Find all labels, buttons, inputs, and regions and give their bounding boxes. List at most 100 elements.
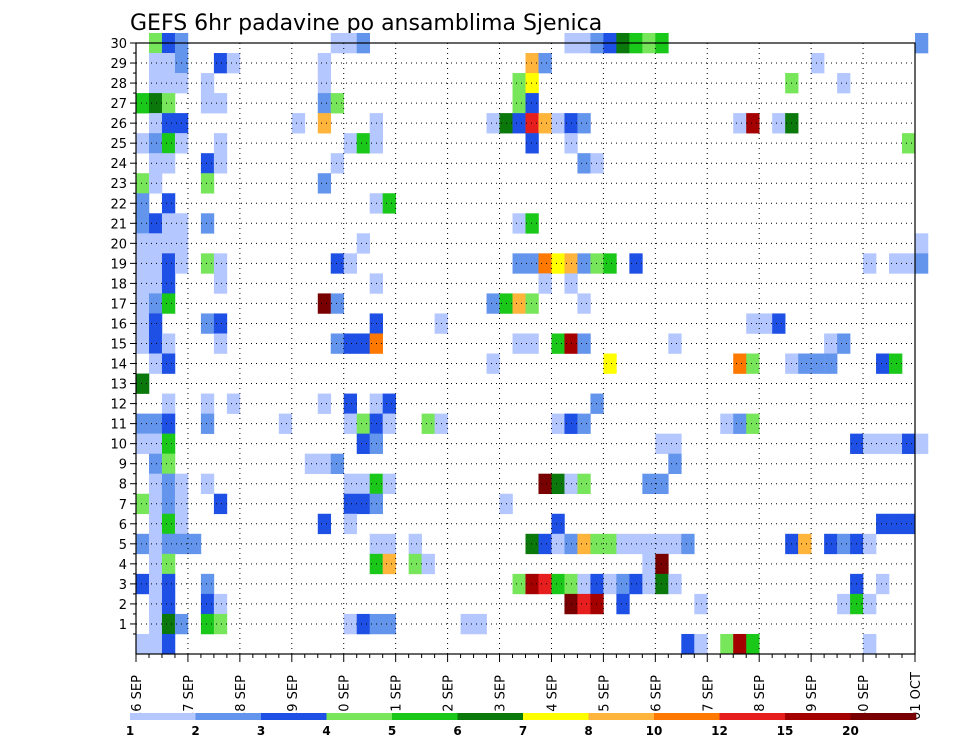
heatmap-cell [408,533,422,555]
heatmap-cell [382,553,396,575]
heatmap-cell [213,93,228,114]
heatmap-cell [136,573,150,595]
heatmap-cell [356,613,370,635]
heatmap-cell [136,133,150,154]
y-tick-label: 16 [110,317,127,332]
grid-lines [136,42,915,654]
heatmap-cell [525,333,539,354]
heatmap-cell [603,573,617,595]
heatmap-cell [512,213,526,234]
heatmap-cell [136,193,150,214]
heatmap-cell [161,273,176,294]
heatmap-cell [642,533,656,555]
heatmap-cell [538,113,552,134]
heatmap-cell [136,493,150,515]
heatmap-cell [876,353,890,374]
heatmap-cell [642,573,656,595]
colorbar-swatch [850,713,917,720]
heatmap-cell [148,313,163,334]
heatmap-cell [291,113,306,134]
heatmap-cell [512,333,526,354]
colorbar-swatch [261,713,327,720]
y-tick-label: 13 [110,378,127,393]
x-tick-label: 20 SEP [338,675,353,720]
heatmap-cell [330,293,345,314]
heatmap-cell [161,53,176,74]
heatmap-cell [136,173,150,194]
heatmap-cell [148,153,163,174]
y-tick-label: 26 [110,117,127,132]
y-axis: 1234567891011121314151617181920212223242… [110,37,136,635]
y-tick-label: 28 [110,77,127,92]
heatmap-cell [590,153,604,174]
heatmap-cell [746,633,760,655]
heatmap-cell [889,433,903,454]
colorbar-tick-label: 3 [257,724,265,738]
heatmap-cell [772,113,786,134]
heatmap-cell [668,533,682,555]
heatmap-cell [733,113,747,134]
heatmap-cell [148,293,163,314]
heatmap-cell [200,73,215,94]
heatmap-cell [746,313,760,334]
colorbar-legend: 1 2 3 4 5 6 7 8 10 12 15 20 [126,713,917,738]
heatmap-cell [161,133,176,154]
heatmap-cells [136,32,929,655]
heatmap-cell [473,613,487,635]
y-tick-label: 7 [119,498,127,513]
heatmap-cell [408,553,422,575]
heatmap-cell [213,493,228,515]
x-axis: 16 SEP 17 SEP 18 SEP 19 SEP 20 SEP 21 SEP 22 S… [130,654,924,720]
heatmap-cell [538,533,552,555]
heatmap-cell [512,573,526,595]
heatmap-cell [525,73,539,94]
heatmap-cell [915,32,929,54]
colorbar-tick-label: 6 [453,724,461,738]
heatmap-cell [577,113,591,134]
heatmap-cell [525,93,539,114]
heatmap-cell [148,173,163,194]
x-tick-label: 30 SEP [857,675,872,720]
y-tick-label: 18 [110,277,127,292]
heatmap-cell [161,193,176,214]
x-tick-label: 27 SEP [701,675,716,720]
heatmap-cell [590,533,604,555]
x-tick-label: 26 SEP [649,675,664,720]
colorbar-swatch [130,713,196,720]
heatmap-cell [136,373,150,394]
heatmap-cell [148,273,163,294]
heatmap-cell [824,333,838,354]
heatmap-cell [161,93,176,114]
x-tick-label: 29 SEP [805,675,820,720]
heatmap-cell [811,353,825,374]
y-tick-label: 27 [110,97,127,112]
heatmap-cell [148,353,163,374]
colorbar-tick-label: 1 [126,724,134,738]
heatmap-cell [863,633,877,655]
heatmap-cell [876,433,890,454]
heatmap-cell [863,593,877,615]
y-tick-label: 29 [110,57,127,72]
heatmap-cell [525,253,539,274]
heatmap-cell [577,333,591,354]
y-tick-label: 21 [110,217,127,232]
heatmap-cell [136,273,150,294]
heatmap-cell [486,113,500,134]
heatmap-cell [200,213,215,234]
heatmap-cell [200,313,215,334]
heatmap-cell [356,333,370,354]
heatmap-cell [902,433,916,454]
heatmap-cell [837,73,851,94]
colorbar-swatch [457,713,524,720]
heatmap-cell [161,333,176,354]
heatmap-cell [136,253,150,274]
heatmap-cell [317,73,332,94]
heatmap-cell [161,573,176,595]
colorbar-tick-label: 20 [842,724,859,738]
heatmap-cell [577,593,591,615]
x-tick-label: 19 SEP [286,675,301,720]
heatmap-cell [590,393,604,414]
heatmap-cell [136,333,150,354]
heatmap-cell [200,473,215,495]
heatmap-cell [876,573,890,595]
